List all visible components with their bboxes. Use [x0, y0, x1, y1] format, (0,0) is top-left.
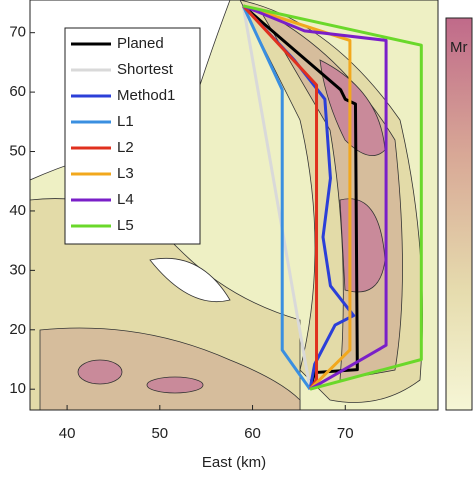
legend-label: Planed [117, 35, 164, 52]
x-tick-label: 70 [337, 425, 354, 442]
series-line [242, 4, 423, 391]
legend-label: L1 [117, 113, 134, 130]
x-tick-label: 40 [59, 425, 76, 442]
legend-label: L3 [117, 165, 134, 182]
legend-label: L5 [117, 217, 134, 234]
colorbar-label: Mr [450, 39, 468, 56]
legend-label: Method1 [117, 87, 175, 104]
plot-area [241, 4, 423, 391]
y-tick-label: 20 [9, 321, 26, 338]
legend-box [64, 27, 201, 245]
series-line [242, 4, 388, 391]
x-tick-label: 50 [151, 425, 168, 442]
y-tick-label: 30 [9, 261, 26, 278]
y-tick-label: 70 [9, 24, 26, 41]
y-tick-label: 40 [9, 202, 26, 219]
legend: Planed Shortest Method1 L1 L2 L3 L4 L5 [64, 27, 201, 245]
series-line [241, 5, 312, 390]
y-tick-label: 50 [9, 142, 26, 159]
axes-frame [29, 0, 439, 411]
colorbar [445, 17, 473, 411]
legend-label: L4 [117, 191, 134, 208]
x-tick-label: 60 [244, 425, 261, 442]
y-tick-label: 60 [9, 83, 26, 100]
y-tick-label: 10 [9, 380, 26, 397]
x-axis-label: East (km) [202, 454, 266, 471]
legend-label: L2 [117, 139, 134, 156]
series-line [241, 5, 312, 391]
legend-label: Shortest [117, 61, 174, 78]
series-line [242, 4, 352, 391]
